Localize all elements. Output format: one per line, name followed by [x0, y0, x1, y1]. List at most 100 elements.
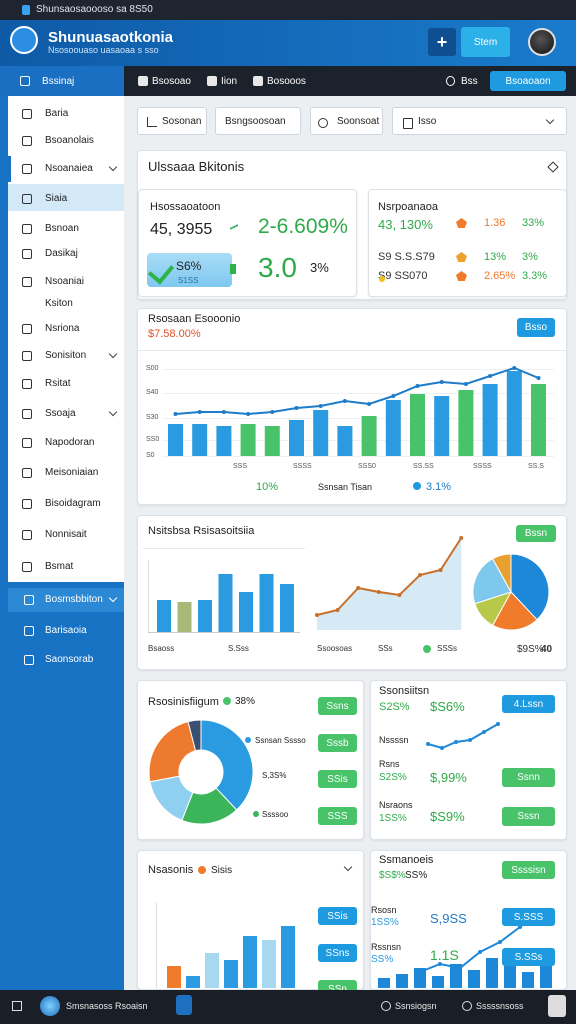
- line-point: [342, 399, 347, 403]
- bar: [289, 420, 304, 456]
- menu-item[interactable]: Nsoaniai: [45, 276, 84, 287]
- stat-label: Rsosn: [371, 905, 397, 915]
- pie-slice: [187, 719, 202, 752]
- bar: [216, 426, 232, 456]
- bar: [259, 574, 274, 632]
- line-point: [439, 380, 444, 384]
- stat-label: Nssssn: [379, 735, 409, 745]
- chart-label: Bsaoss: [148, 644, 175, 653]
- button[interactable]: Ssssisn: [502, 861, 555, 879]
- y-tick-label: SS0: [146, 436, 160, 443]
- bar: [198, 600, 212, 632]
- stat-row: 1.36: [484, 217, 506, 229]
- legend-label: Ssnsan Sssso: [255, 736, 306, 745]
- button[interactable]: Bsso: [517, 318, 555, 337]
- filter-icon: [403, 118, 413, 129]
- menu-item[interactable]: Baria: [45, 108, 69, 119]
- line-point: [512, 366, 517, 370]
- menu-item[interactable]: Bisoidagram: [45, 498, 101, 509]
- line-point: [478, 950, 482, 954]
- nav-item[interactable]: Bsosoao: [152, 76, 191, 87]
- button[interactable]: Stem: [461, 27, 510, 57]
- menu-item[interactable]: Siaia: [45, 193, 68, 204]
- task-item[interactable]: Ssnsiogsn: [395, 1001, 437, 1011]
- legend-label: Ssnsan Tisan: [318, 482, 373, 492]
- nav-item[interactable]: Bosooos: [267, 76, 306, 87]
- menu-item[interactable]: Ksiton: [45, 298, 73, 309]
- badge-sub: S1SS: [178, 276, 199, 285]
- task-app[interactable]: Smsnasoss Rsoaisn: [66, 1001, 148, 1011]
- menu-icon: [24, 626, 34, 636]
- menu-item[interactable]: Nsoanaiea: [45, 163, 93, 174]
- button[interactable]: 4.Lssn: [502, 695, 555, 713]
- nav-icon: [138, 76, 148, 86]
- menu-item[interactable]: Barisaoia: [45, 625, 87, 636]
- button[interactable]: SSns: [318, 944, 357, 962]
- menu-item[interactable]: Napodoran: [45, 437, 95, 448]
- button[interactable]: Ssnn: [502, 768, 555, 787]
- menu-item[interactable]: Dasikaj: [45, 248, 78, 259]
- menu-item[interactable]: Bsnoan: [45, 223, 79, 234]
- app-title: Shunuasaotkonia: [48, 29, 174, 46]
- menu-item[interactable]: Nsriona: [45, 323, 80, 334]
- menu-item[interactable]: Bosmsbbiton: [45, 594, 103, 605]
- line-point: [536, 376, 541, 380]
- filter[interactable]: [137, 107, 207, 135]
- chart-label: S.Sss: [228, 644, 249, 653]
- button[interactable]: Ssns: [318, 697, 357, 715]
- button[interactable]: Sssb: [318, 734, 357, 752]
- menu-item[interactable]: Bsmat: [45, 561, 74, 572]
- badge-value: S6%: [176, 259, 202, 273]
- stat-row: 13%: [484, 251, 507, 263]
- filter[interactable]: [215, 107, 301, 135]
- bar: [458, 390, 474, 456]
- line-point: [463, 382, 468, 386]
- menu-item[interactable]: Bsoanolais: [45, 135, 94, 146]
- button[interactable]: Sssn: [502, 807, 555, 826]
- stat: 1SS%: [379, 813, 407, 824]
- x-tick-label: SSSS: [473, 463, 492, 470]
- menu-icon: [22, 277, 32, 287]
- button[interactable]: S.SSs: [502, 948, 555, 966]
- button[interactable]: Bsoaoaon: [490, 71, 566, 91]
- button[interactable]: SSis: [318, 770, 357, 788]
- button[interactable]: SSS: [318, 807, 357, 825]
- tab-icon: [22, 5, 30, 15]
- card-title: Ssmanoeis: [379, 854, 434, 866]
- bar: [468, 970, 480, 988]
- menu-item[interactable]: Nonnisait: [45, 529, 87, 540]
- button[interactable]: S.SSS: [502, 908, 555, 926]
- menu-item[interactable]: Ssoaja: [45, 408, 76, 419]
- bar: [450, 964, 462, 988]
- filter-label[interactable]: Sosonan: [162, 116, 202, 127]
- menu-item[interactable]: Meisoniaian: [45, 467, 99, 478]
- menu-item[interactable]: Saonsorab: [45, 654, 94, 665]
- nav-icon: [253, 76, 263, 86]
- menu-item[interactable]: Sonisiton: [45, 350, 87, 361]
- browser-bar: [0, 0, 576, 20]
- bar: [313, 410, 329, 456]
- dot: [413, 482, 421, 490]
- menu-icon: [22, 562, 32, 572]
- filter[interactable]: [392, 107, 567, 135]
- bar: [218, 574, 233, 632]
- filter-label[interactable]: Bsngsoosoan: [225, 116, 286, 127]
- menu-icon: [22, 499, 32, 509]
- filter-label[interactable]: Soonsoat: [337, 116, 380, 127]
- menu-icon: [22, 530, 32, 540]
- menu-item[interactable]: Rsitat: [45, 378, 71, 389]
- legend-value: 3.1%: [426, 481, 452, 493]
- line-point: [335, 608, 340, 612]
- button[interactable]: Bssn: [516, 525, 556, 542]
- legend-label: Ssssoo: [262, 810, 289, 819]
- task-icon: [381, 1001, 391, 1011]
- card-subtitle: $7.58.00%: [148, 328, 201, 340]
- task-item[interactable]: Sssssnsoss: [476, 1001, 524, 1011]
- nav-item[interactable]: Iion: [221, 76, 238, 87]
- bar: [486, 958, 498, 988]
- button[interactable]: +: [428, 28, 456, 56]
- filter-label[interactable]: Isso: [418, 116, 437, 127]
- button[interactable]: SSis: [318, 907, 357, 925]
